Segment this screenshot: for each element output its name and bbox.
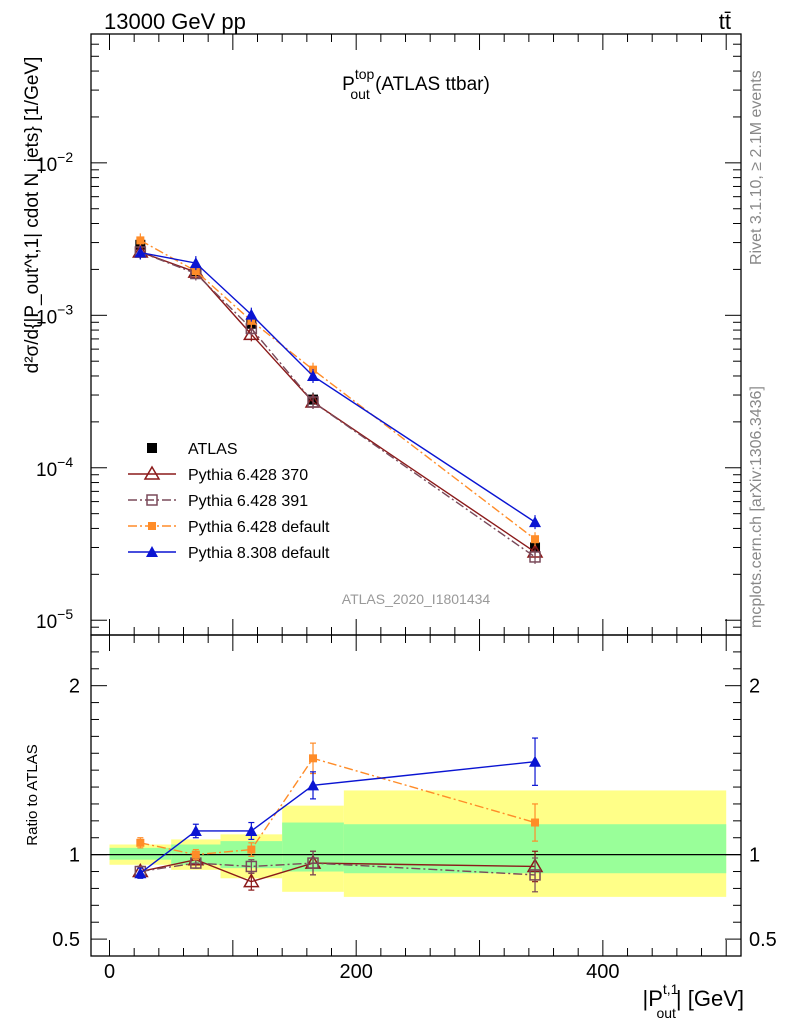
ratio-frame xyxy=(90,634,742,957)
y-tick-base: 10 xyxy=(36,155,57,176)
legend-label: Pythia 8.308 default xyxy=(188,545,330,562)
header-process-label: tt̄ xyxy=(719,9,731,34)
main-axes: 10−210−310−410−5 xyxy=(36,33,742,636)
mcplots-label: mcplots.cern.ch [arXiv:1306.3436] xyxy=(748,386,765,628)
x-axis-label-sub: out xyxy=(656,1005,676,1021)
band-green xyxy=(109,847,172,860)
ratio-point xyxy=(136,838,145,847)
data-point xyxy=(529,516,542,528)
ratio-point xyxy=(307,857,319,869)
y-tick-base: 10 xyxy=(36,460,57,481)
ratio-series-2 xyxy=(136,742,540,861)
legend-label: Pythia 6.428 391 xyxy=(188,493,308,510)
legend-label: ATLAS xyxy=(188,441,238,458)
ratio-uncertainty-bands xyxy=(91,790,741,897)
ratio-line xyxy=(140,757,536,856)
ratio-series-3 xyxy=(134,737,542,879)
y-tick-label: 10−2 xyxy=(36,149,73,176)
ratio-y-tick-label-right: 0.5 xyxy=(749,929,777,951)
data-point xyxy=(136,236,145,245)
ratio-point xyxy=(531,818,540,827)
legend-entry-2: Pythia 6.428 391 xyxy=(128,493,308,510)
ratio-point xyxy=(529,869,541,881)
series-2 xyxy=(134,245,541,564)
main-panel: 10−210−310−410−5 Ptop out (ATLAS ttbar) A… xyxy=(22,33,742,636)
legend-entry-1: Pythia 6.428 370 xyxy=(128,465,308,484)
x-axis-label: |Pt,1 out| [GeV] xyxy=(642,981,744,1021)
data-point xyxy=(189,257,202,269)
legend-entry-0: ATLAS xyxy=(147,441,238,458)
ratio-line xyxy=(140,862,536,876)
x-tick-label: 0 xyxy=(104,961,115,983)
main-y-axis-label: d²σ/d{|P_out^t,1| cdot N_jets} [1/GeV] xyxy=(22,57,43,374)
ratio-point xyxy=(189,824,202,836)
legend-marker xyxy=(146,546,158,557)
x-axis-label-main: |P xyxy=(642,986,662,1011)
data-point xyxy=(307,369,320,381)
legend-marker xyxy=(147,443,157,453)
y-tick-base: 10 xyxy=(36,612,57,633)
ratio-point xyxy=(307,779,320,791)
ratio-point xyxy=(247,845,256,854)
y-tick-base: 10 xyxy=(36,307,57,328)
legend-entry-3: Pythia 6.428 default xyxy=(128,519,330,536)
ratio-y-tick-label-right: 2 xyxy=(749,676,760,698)
main-title: Ptop out (ATLAS ttbar) xyxy=(342,66,490,102)
data-point xyxy=(307,396,319,408)
main-title-sup: top xyxy=(355,66,375,82)
main-series-group xyxy=(132,233,544,564)
ratio-panel: 0.5 0.5 1 1 2 2 0 200 400 Ratio to ATLAS |Pt,1 ou… xyxy=(24,634,777,1021)
series-4 xyxy=(134,245,542,530)
main-title-rest: (ATLAS ttbar) xyxy=(370,74,490,95)
ratio-y-tick-label-right: 1 xyxy=(749,845,760,867)
data-point xyxy=(191,267,200,276)
ratio-point xyxy=(245,860,258,873)
ratio-axes: 0.5 0.5 1 1 2 2 0 200 400 xyxy=(52,634,777,983)
legend-label: Pythia 6.428 370 xyxy=(188,467,308,484)
legend-marker xyxy=(143,465,161,480)
y-tick-exponent: −4 xyxy=(57,454,73,470)
y-tick-label: 10−3 xyxy=(36,301,73,328)
analysis-label: ATLAS_2020_I1801434 xyxy=(342,591,491,607)
ratio-point xyxy=(134,867,147,879)
legend-marker xyxy=(146,494,158,506)
legend-entry-4: Pythia 8.308 default xyxy=(128,545,330,562)
ratio-point xyxy=(243,873,260,888)
rivet-version-label: Rivet 3.1.10, ≥ 2.1M events xyxy=(748,70,765,265)
legend-label: Pythia 6.428 default xyxy=(188,519,330,536)
data-point xyxy=(134,246,147,258)
ratio-point xyxy=(191,850,200,859)
header-energy-label: 13000 GeV pp xyxy=(104,9,246,34)
x-axis-label-rest: | [GeV] xyxy=(676,986,744,1011)
legend: ATLAS Pythia 6.428 370 Pythia 6.428 391 Pyt… xyxy=(128,441,330,562)
y-tick-label: 10−4 xyxy=(36,454,73,481)
ratio-y-tick-label: 2 xyxy=(69,676,80,698)
y-tick-exponent: −2 xyxy=(57,149,73,165)
data-point xyxy=(529,551,541,563)
ratio-series-group xyxy=(132,737,544,893)
x-tick-label: 400 xyxy=(586,961,619,983)
ratio-y-axis-label: Ratio to ATLAS xyxy=(24,744,41,845)
data-point xyxy=(531,535,540,544)
ratio-point xyxy=(529,755,542,767)
ratio-y-tick-label: 0.5 xyxy=(52,929,80,951)
main-title-sub: out xyxy=(350,86,370,102)
legend-marker xyxy=(148,522,156,530)
series-1 xyxy=(132,243,544,560)
main-title-main: P xyxy=(342,74,355,95)
ratio-y-tick-label: 1 xyxy=(69,845,80,867)
y-tick-exponent: −5 xyxy=(57,606,73,622)
data-point xyxy=(245,308,258,320)
y-tick-label: 10−5 xyxy=(36,606,73,633)
ratio-point xyxy=(309,754,318,763)
x-tick-label: 200 xyxy=(339,961,372,983)
y-tick-exponent: −3 xyxy=(57,301,73,317)
ratio-point xyxy=(245,824,258,836)
x-axis-label-sup: t,1 xyxy=(663,981,679,997)
